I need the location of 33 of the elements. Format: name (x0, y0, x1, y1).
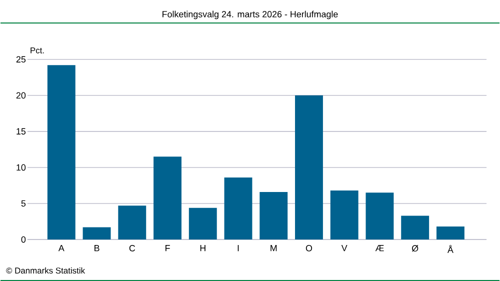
x-tick-label: I (238, 244, 239, 251)
x-tick-label: H (200, 244, 206, 251)
x-tick-label: O (306, 244, 312, 252)
bar (260, 192, 288, 240)
bar (401, 216, 430, 240)
x-tick-label: C (129, 244, 136, 252)
bar (330, 190, 358, 240)
bar (436, 226, 464, 240)
bar (118, 205, 146, 240)
bar (224, 177, 252, 240)
y-tick-label: 20 (16, 92, 26, 98)
y-axis-title: Pct. (30, 47, 44, 54)
x-tick-label: M (270, 244, 277, 251)
y-tick-label: 5 (21, 200, 26, 206)
y-tick-label: 25 (16, 56, 26, 62)
x-tick-label: Æ (375, 244, 384, 251)
bar (47, 64, 76, 240)
bar (82, 227, 111, 240)
x-tick-label: Ø (412, 244, 418, 252)
bar (366, 192, 394, 240)
x-tick-label: Å (447, 244, 454, 253)
x-tick-label: V (341, 244, 348, 251)
x-tick-label: F (166, 244, 170, 251)
x-tick-label: B (94, 244, 100, 251)
text: © Danmarks Statistik (6, 267, 86, 274)
bar (295, 95, 323, 240)
y-tick-label: 0 (21, 236, 26, 242)
bar (154, 156, 182, 240)
y-tick-label: 10 (16, 164, 26, 170)
y-tick-label: 15 (16, 128, 26, 134)
chart-title: Folketingsvalg 24. marts 2026 - Herlufmagle (162, 10, 338, 19)
x-tick-label: A (58, 244, 64, 251)
bar (188, 208, 217, 240)
